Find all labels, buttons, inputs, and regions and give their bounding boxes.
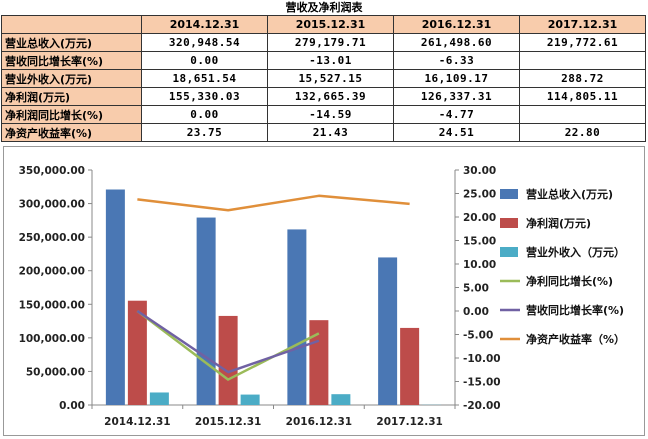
legend-label: 净资产收益率（%）	[526, 332, 625, 346]
table-cell: 15,527.15	[267, 69, 394, 88]
table-cell: 0.00	[141, 105, 268, 124]
row-label: 净利润(万元)	[1, 87, 142, 106]
table-cell: 126,337.31	[393, 87, 520, 106]
header-cell: 2016.12.31	[393, 15, 520, 34]
legend-swatch	[500, 218, 518, 228]
row-label: 营收同比增长率(%)	[1, 51, 142, 70]
row-label: 净资产收益率(%)	[1, 123, 142, 142]
bar	[378, 257, 398, 405]
bar	[400, 327, 420, 405]
x-tick-label: 2016.12.31	[286, 416, 352, 428]
y-tick-label-right: -10.00	[463, 353, 501, 365]
y-tick-label-right: -15.00	[463, 377, 501, 389]
y-tick-label-left: 200,000.00	[19, 266, 85, 278]
row-label: 净利润同比增长(%)	[1, 105, 142, 124]
financial-table: 2014.12.31 2015.12.31 2016.12.31 2017.12…	[1, 15, 646, 142]
table-cell: 24.51	[393, 123, 520, 142]
table-row: 营收同比增长率(%) 0.00 -13.01 -6.33	[1, 51, 646, 70]
y-tick-label-right: -5.00	[463, 330, 493, 342]
y-tick-label-left: 300,000.00	[19, 199, 85, 211]
bar	[331, 394, 351, 405]
table-cell: 18,651.54	[141, 69, 268, 88]
bar	[127, 300, 147, 405]
y-tick-label-left: 150,000.00	[19, 299, 85, 311]
bar	[105, 189, 125, 405]
y-tick-label-right: 10.00	[463, 259, 496, 271]
header-cell	[1, 15, 142, 34]
x-tick-label: 2014.12.31	[104, 416, 170, 428]
y-tick-label-right: 30.00	[463, 165, 496, 177]
table-cell: -14.59	[267, 105, 394, 124]
table-title: 营收及净利润表	[285, 1, 363, 14]
y-tick-label-right: 20.00	[463, 212, 496, 224]
legend-swatch	[500, 189, 518, 199]
table-cell: 23.75	[141, 123, 268, 142]
header-cell: 2017.12.31	[519, 15, 646, 34]
header-cell: 2015.12.31	[267, 15, 394, 34]
x-tick-label: 2017.12.31	[376, 416, 442, 428]
series-line	[137, 194, 410, 212]
y-tick-label-left: 0.00	[59, 400, 85, 412]
x-tick-label: 2015.12.31	[195, 416, 261, 428]
bar	[196, 217, 216, 405]
table-row: 净利润同比增长(%) 0.00 -14.59 -4.77	[1, 105, 646, 124]
table-cell: 16,109.17	[393, 69, 520, 88]
row-label: 营业外收入(万元)	[1, 69, 142, 88]
table-cell	[519, 51, 646, 70]
table-cell: 219,772.61	[519, 33, 646, 52]
table-cell: -6.33	[393, 51, 520, 70]
bar	[309, 320, 329, 405]
table-cell: 0.00	[141, 51, 268, 70]
table-cell: 320,948.54	[141, 33, 268, 52]
y-tick-label-right: 0.00	[463, 306, 489, 318]
bar	[149, 392, 169, 405]
y-tick-label-left: 350,000.00	[19, 165, 85, 177]
y-tick-label-right: 15.00	[463, 236, 496, 248]
bar	[287, 229, 307, 405]
chart-frame	[3, 146, 645, 436]
legend-label: 营业总收入(万元)	[526, 187, 613, 201]
series-line	[136, 309, 320, 374]
header-cell: 2014.12.31	[141, 15, 268, 34]
table-header-row: 2014.12.31 2015.12.31 2016.12.31 2017.12…	[1, 15, 646, 34]
combo-chart: 0.00 50,000.00 100,000.00 150,000.00 200,000…	[19, 165, 625, 428]
table-cell	[519, 105, 646, 124]
table-cell: 288.72	[519, 69, 646, 88]
y-tick-label-left: 50,000.00	[26, 366, 85, 378]
table-cell: 155,330.03	[141, 87, 268, 106]
y-tick-label-right: -20.00	[463, 400, 501, 412]
table-cell: 21.43	[267, 123, 394, 142]
table-cell: 114,805.11	[519, 87, 646, 106]
bar	[218, 315, 238, 405]
legend-label: 净利同比增长(%)	[526, 274, 613, 288]
table-cell: -13.01	[267, 51, 394, 70]
table-cell: 279,179.71	[267, 33, 394, 52]
row-label: 营业总收入(万元)	[1, 33, 142, 52]
series-line	[136, 310, 320, 381]
table-cell: 132,665.39	[267, 87, 394, 106]
bar	[240, 394, 260, 405]
legend-label: 营收同比增长率(%)	[526, 303, 624, 317]
y-tick-label-right: 5.00	[463, 283, 489, 295]
table-row: 营业总收入(万元) 320,948.54 279,179.71 261,498.…	[1, 33, 646, 52]
legend-label: 净利润(万元)	[526, 216, 591, 230]
y-tick-label-right: 25.00	[463, 189, 496, 201]
table-cell: 261,498.60	[393, 33, 520, 52]
y-tick-label-left: 250,000.00	[19, 232, 85, 244]
table-cell: -4.77	[393, 105, 520, 124]
table-row: 净利润(万元) 155,330.03 132,665.39 126,337.31…	[1, 87, 646, 106]
legend-label: 营业外收入（万元）	[526, 245, 625, 259]
table-cell: 22.80	[519, 123, 646, 142]
table-row: 营业外收入(万元) 18,651.54 15,527.15 16,109.17 …	[1, 69, 646, 88]
table-row: 净资产收益率(%) 23.75 21.43 24.51 22.80	[1, 123, 646, 142]
y-tick-label-left: 100,000.00	[19, 333, 85, 345]
legend-swatch	[500, 247, 518, 257]
